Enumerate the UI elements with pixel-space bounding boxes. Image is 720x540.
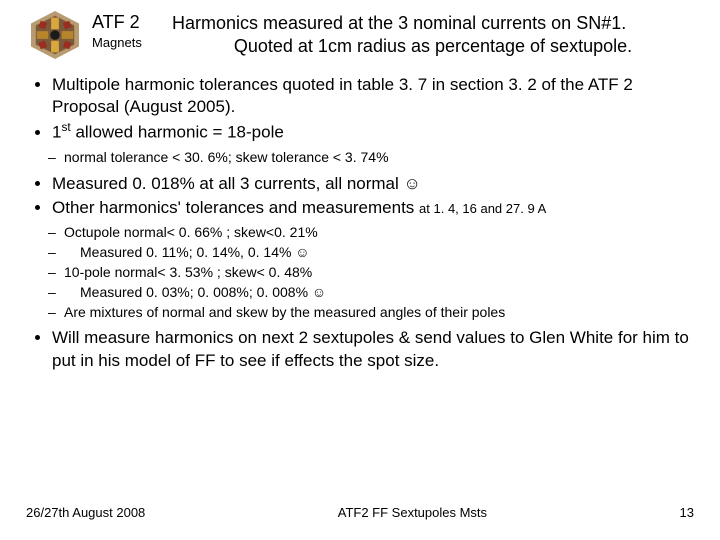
title-line2: Quoted at 1cm radius as percentage of se… — [172, 35, 694, 58]
brand-sub: Magnets — [92, 35, 164, 50]
b2-sup: st — [61, 120, 70, 134]
sub-1: normal tolerance < 30. 6%; skew toleranc… — [48, 148, 694, 167]
bullet-list-1: Multipole harmonic tolerances quoted in … — [26, 74, 694, 144]
b4-main: Other harmonics' tolerances and measurem… — [52, 198, 419, 217]
header: ATF 2 Magnets Harmonics measured at the … — [26, 10, 694, 60]
brand-main: ATF 2 — [92, 12, 164, 33]
sub-2-5: Are mixtures of normal and skew by the m… — [48, 303, 694, 322]
brand: ATF 2 Magnets — [92, 10, 164, 50]
sub-list-2: Octupole normal< 0. 66% ; skew<0. 21% Me… — [26, 223, 694, 321]
b4-trail: at 1. 4, 16 and 27. 9 A — [419, 201, 546, 216]
footer: 26/27th August 2008 ATF2 FF Sextupoles M… — [26, 505, 694, 520]
sub-2-3: 10-pole normal< 3. 53% ; skew< 0. 48% — [48, 263, 694, 282]
magnet-icon — [26, 10, 84, 60]
sub-list-1: normal tolerance < 30. 6%; skew toleranc… — [26, 148, 694, 167]
bullet-list-3: Will measure harmonics on next 2 sextupo… — [26, 327, 694, 371]
bullet-1: Multipole harmonic tolerances quoted in … — [52, 74, 694, 118]
title-line1: Harmonics measured at the 3 nominal curr… — [172, 12, 694, 35]
sub-2-4-text: Measured 0. 03%; 0. 008%; 0. 008% ☺ — [64, 283, 326, 302]
bullet-4: Other harmonics' tolerances and measurem… — [52, 197, 694, 219]
title: Harmonics measured at the 3 nominal curr… — [172, 10, 694, 57]
slide: ATF 2 Magnets Harmonics measured at the … — [0, 0, 720, 540]
bullet-list-2: Measured 0. 018% at all 3 currents, all … — [26, 173, 694, 219]
b2-post: allowed harmonic = 18-pole — [71, 123, 284, 142]
sub-2-1: Octupole normal< 0. 66% ; skew<0. 21% — [48, 223, 694, 242]
footer-title: ATF2 FF Sextupoles Msts — [145, 505, 679, 520]
sub-2-2-text: Measured 0. 11%; 0. 14%, 0. 14% ☺ — [64, 243, 310, 262]
bullet-5: Will measure harmonics on next 2 sextupo… — [52, 327, 694, 371]
footer-date: 26/27th August 2008 — [26, 505, 145, 520]
sub-2-4: Measured 0. 03%; 0. 008%; 0. 008% ☺ — [48, 283, 694, 302]
bullet-2: 1st allowed harmonic = 18-pole — [52, 120, 694, 144]
logo — [26, 10, 84, 60]
bullet-3: Measured 0. 018% at all 3 currents, all … — [52, 173, 694, 195]
sub-2-2: Measured 0. 11%; 0. 14%, 0. 14% ☺ — [48, 243, 694, 262]
page-number: 13 — [680, 505, 694, 520]
